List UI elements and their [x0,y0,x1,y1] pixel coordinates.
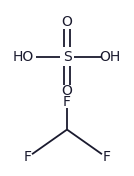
Text: HO: HO [13,50,34,64]
Text: S: S [63,50,71,64]
Text: F: F [102,150,110,164]
Text: OH: OH [100,50,121,64]
Text: F: F [24,150,32,164]
Text: F: F [63,95,71,109]
Text: O: O [62,84,72,98]
Text: O: O [62,15,72,29]
